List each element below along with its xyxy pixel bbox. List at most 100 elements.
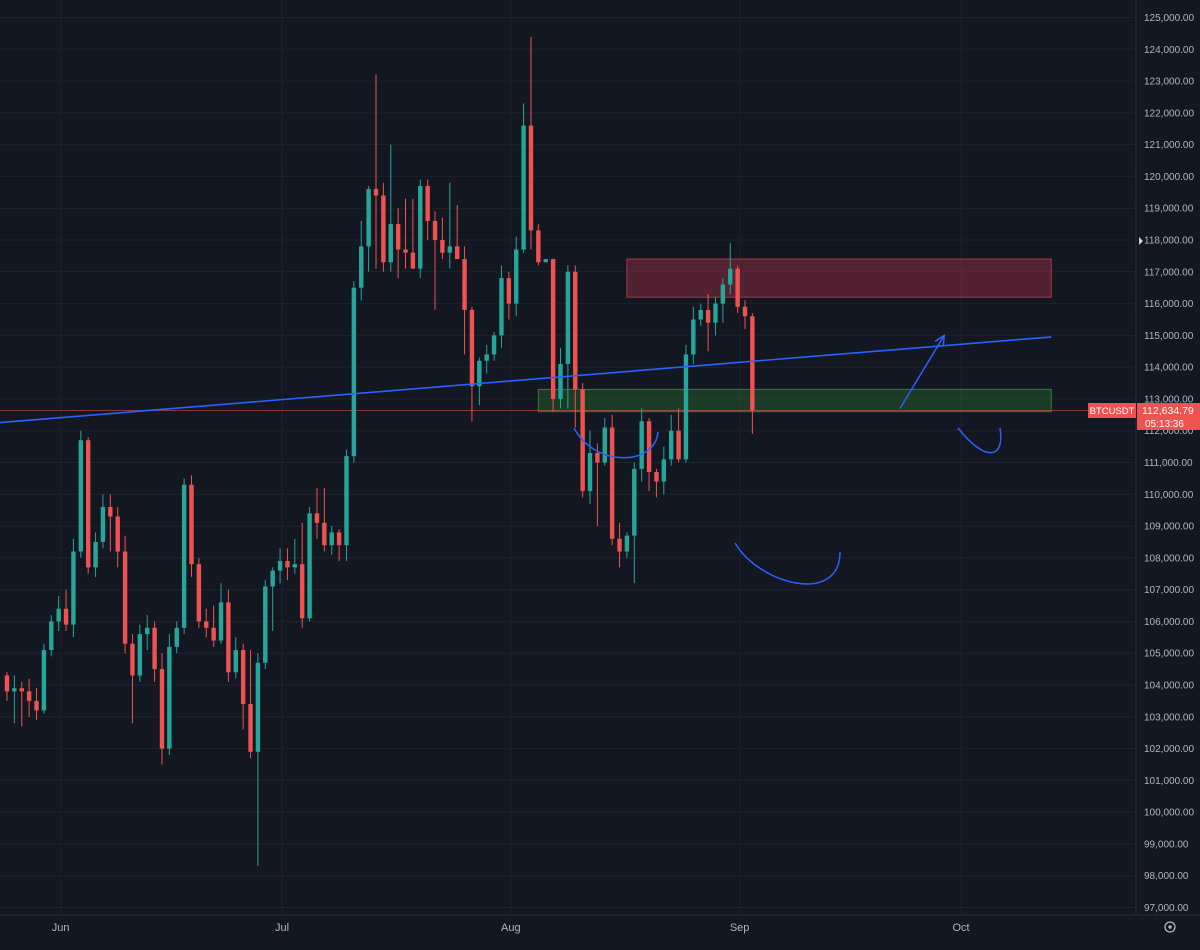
last-price-tag [1137, 403, 1200, 430]
candle-down [314, 513, 320, 523]
price-tick-label: 112,000.00 [1144, 426, 1194, 437]
candle-down [403, 249, 408, 253]
candle-down [152, 627, 157, 670]
price-tick-label: 117,000.00 [1144, 267, 1194, 278]
price-tick-label: 111,000.00 [1144, 458, 1193, 469]
price-tick-label: 103,000.00 [1144, 712, 1194, 723]
candle-down [211, 627, 216, 641]
price-tick-label: 101,000.00 [1144, 776, 1194, 787]
head-arc[interactable] [734, 542, 841, 585]
candle-up [145, 627, 150, 635]
time-tick-label: Jun [52, 922, 70, 934]
candle-down [226, 602, 231, 673]
right-shoulder-arc[interactable] [957, 427, 1002, 454]
candle-up [720, 284, 726, 304]
left-shoulder-arc[interactable] [573, 427, 659, 459]
candle-down [654, 472, 659, 482]
time-tick-label: Aug [501, 922, 521, 934]
price-tick-label: 114,000.00 [1144, 363, 1194, 374]
candle-up [728, 268, 733, 285]
candle-down [130, 643, 135, 676]
candle-down [573, 271, 578, 390]
price-tick-label: 106,000.00 [1144, 617, 1194, 628]
candle-down [454, 246, 460, 260]
candle-up [56, 608, 61, 622]
candle-down [26, 691, 32, 701]
price-tick-label: 121,000.00 [1144, 140, 1194, 151]
candle-down [108, 507, 113, 517]
price-axis-panel[interactable] [1136, 0, 1200, 945]
price-axis-marker-icon [1139, 237, 1143, 245]
candle-up [71, 551, 76, 625]
candle-down [395, 224, 401, 250]
candle-down [122, 551, 128, 644]
time-tick-label: Jul [275, 922, 289, 934]
candle-up [292, 564, 298, 568]
candle-down [373, 189, 379, 196]
candle-up [484, 354, 489, 361]
candle-up [270, 570, 275, 587]
candle-down [85, 440, 91, 568]
candle-up [218, 602, 224, 641]
candle-down [240, 650, 246, 705]
price-tick-label: 97,000.00 [1144, 903, 1189, 914]
candle-down [550, 259, 556, 399]
price-tags: BTCUSDT 112,634.79 05:13:36 [1088, 403, 1200, 430]
candle-up [137, 634, 143, 676]
settings-gear-icon[interactable] [1164, 921, 1176, 933]
price-axis: 125,000.00 124,000.00 123,000.00 122,000.00… [1144, 13, 1194, 914]
time-tick-label: Oct [952, 922, 969, 934]
candle-up [514, 249, 519, 304]
price-tick-label: 120,000.00 [1144, 172, 1194, 183]
candle-up [233, 650, 238, 673]
candle-up [661, 459, 667, 482]
candle-down [285, 561, 290, 568]
candle-up [388, 224, 393, 263]
candle-up [587, 452, 593, 492]
time-axis[interactable]: Jun Jul Aug Sep Oct [52, 922, 970, 934]
price-tick-label: 118,000.00 [1144, 236, 1194, 247]
support-zone[interactable] [537, 388, 1052, 413]
price-tick-label: 116,000.00 [1144, 299, 1194, 310]
candle-up [351, 287, 357, 457]
candle-up [477, 360, 482, 387]
symbol-tag [1088, 403, 1136, 418]
trendline[interactable] [0, 336, 1052, 431]
projection-arrow[interactable] [899, 334, 945, 409]
candle-down [34, 700, 39, 711]
candle-down [432, 220, 438, 240]
candle-down [536, 230, 541, 263]
candle-down [189, 484, 194, 565]
price-tick-label: 122,000.00 [1144, 108, 1194, 119]
zones [0, 258, 1136, 413]
price-tick-label: 109,000.00 [1144, 522, 1194, 533]
candle-up [713, 303, 718, 323]
candle-up [543, 259, 548, 263]
candle-down [63, 608, 69, 625]
candle-up [255, 662, 261, 752]
price-tick-label: 102,000.00 [1144, 744, 1194, 755]
candle-down [609, 427, 615, 539]
price-tick-label: 105,000.00 [1144, 649, 1194, 660]
candle-down [322, 522, 327, 546]
price-tick-label: 113,000.00 [1144, 394, 1194, 405]
resistance-zone[interactable] [626, 258, 1052, 298]
candle-down [705, 309, 711, 323]
candle-up [41, 650, 47, 711]
candle-down [469, 309, 475, 387]
candle-down [750, 316, 755, 411]
candle-down [19, 688, 24, 692]
price-tick-label: 99,000.00 [1144, 839, 1189, 850]
last-price-label: 112,634.79 [1142, 405, 1194, 417]
candle-down [159, 669, 165, 749]
candle-up [418, 185, 423, 269]
candle-down [248, 704, 253, 752]
candle-up [521, 125, 526, 250]
drawings [0, 333, 1052, 585]
candle-up [558, 363, 563, 399]
price-tick-label: 110,000.00 [1144, 490, 1194, 501]
candle-up [307, 513, 312, 619]
